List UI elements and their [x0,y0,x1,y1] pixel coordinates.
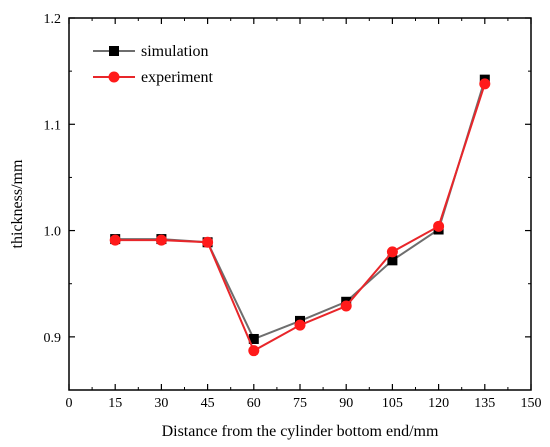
legend-label-experiment: experiment [141,69,214,86]
x-tick-label: 15 [108,396,122,411]
data-point-experiment [479,78,491,90]
y-axis-ticks: 0.9 1.0 1.1 1.2 [44,12,531,391]
data-point-experiment [294,319,306,331]
series-line-simulation [115,79,486,341]
data-point-experiment [248,345,260,357]
series-line-experiment [115,83,486,353]
x-axis-ticks: 0 15 30 45 60 75 90 105 120 135 150 [66,18,542,411]
x-tick-label: 150 [521,396,542,411]
plot-frame [68,17,532,391]
plot-border [68,17,532,391]
x-tick-label: 60 [247,396,261,411]
x-tick-label: 135 [474,396,495,411]
y-tick-label: 1.2 [44,12,62,27]
y-axis-title: thickness/mm [9,159,26,248]
data-point-experiment [155,234,167,246]
legend-label-simulation: simulation [141,43,209,60]
x-axis-title: Distance from the cylinder bottom end/mm [162,423,439,440]
data-point-simulation [248,333,259,344]
legend: simulation experiment [93,43,214,86]
data-point-experiment [109,234,121,246]
x-tick-label: 120 [428,396,449,411]
data-point-experiment [340,300,352,312]
series-layer [109,74,491,357]
x-tick-label: 45 [201,396,215,411]
y-tick-label: 1.1 [44,118,62,133]
data-point-simulation [387,255,398,266]
y-tick-label: 1.0 [44,225,62,240]
data-point-experiment [202,236,214,248]
data-point-experiment [386,246,398,258]
data-point-experiment [433,220,445,232]
legend-marker-simulation [109,46,119,56]
x-tick-label: 105 [382,396,403,411]
y-tick-label: 0.9 [44,331,62,346]
x-tick-label: 0 [66,396,73,411]
x-tick-label: 75 [293,396,307,411]
x-tick-label: 90 [339,396,353,411]
x-tick-label: 30 [154,396,168,411]
legend-marker-experiment [108,71,120,83]
